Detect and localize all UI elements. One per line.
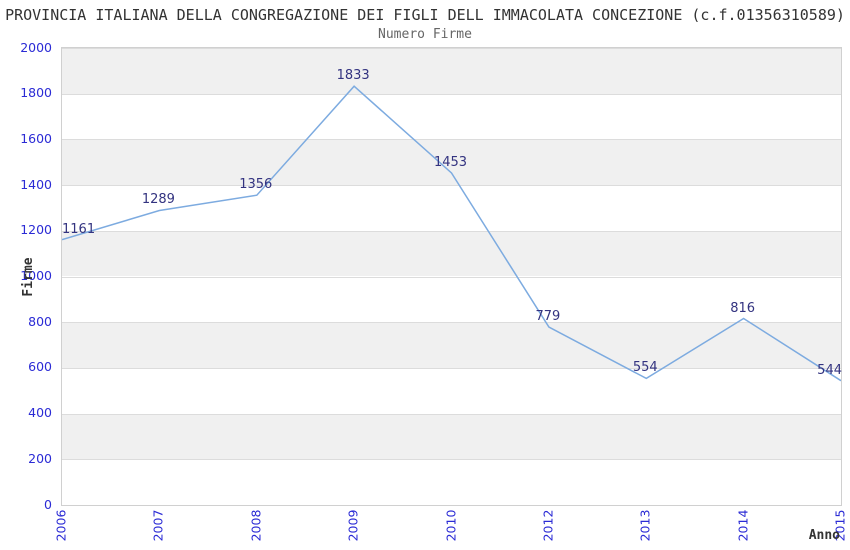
gridline bbox=[62, 367, 841, 369]
data-point-label: 544 bbox=[817, 362, 842, 378]
x-tick-label: 2009 bbox=[345, 509, 361, 542]
gridline bbox=[62, 322, 841, 324]
y-tick-label: 0 bbox=[44, 496, 52, 512]
plot-band bbox=[62, 276, 841, 323]
plot-band bbox=[62, 230, 841, 277]
gridline bbox=[62, 139, 841, 141]
y-axis-title: Firme bbox=[21, 257, 36, 297]
plot-band bbox=[62, 93, 841, 140]
y-tick-label: 200 bbox=[28, 450, 52, 466]
x-tick-label: 2007 bbox=[150, 509, 166, 542]
y-tick-label: 800 bbox=[28, 313, 52, 329]
y-tick-label: 600 bbox=[28, 359, 52, 375]
y-tick-label: 400 bbox=[28, 405, 52, 421]
data-point-label: 1356 bbox=[239, 177, 273, 193]
gridline bbox=[62, 276, 841, 278]
x-tick-label: 2008 bbox=[248, 509, 264, 542]
gridline bbox=[62, 185, 841, 187]
line-series bbox=[62, 85, 841, 382]
x-tick-label: 2013 bbox=[637, 509, 653, 542]
plot-area bbox=[61, 47, 842, 506]
y-tick-label: 1800 bbox=[20, 85, 52, 101]
plot-band bbox=[62, 367, 841, 414]
x-axis-title: Anno bbox=[808, 528, 840, 543]
y-tick-label: 1200 bbox=[20, 222, 52, 238]
plot-band bbox=[62, 185, 841, 231]
data-point-label: 779 bbox=[535, 308, 561, 324]
plot-band bbox=[62, 139, 841, 186]
gridline bbox=[62, 459, 841, 461]
plot-band bbox=[62, 48, 841, 94]
x-tick-label: 2012 bbox=[540, 509, 556, 542]
plot-band bbox=[62, 322, 841, 368]
data-point-label: 1161 bbox=[62, 221, 96, 237]
chart-subtitle: Numero Firme bbox=[378, 27, 472, 42]
data-point-label: 1453 bbox=[433, 154, 468, 170]
plot-band bbox=[62, 459, 841, 505]
y-tick-label: 2000 bbox=[20, 39, 52, 55]
x-tick-label: 2010 bbox=[443, 509, 458, 542]
gridline bbox=[62, 230, 841, 232]
y-tick-label: 1600 bbox=[20, 130, 52, 146]
x-tick-label: 2014 bbox=[735, 509, 751, 542]
data-point-label: 1289 bbox=[141, 192, 175, 208]
data-point-label: 554 bbox=[632, 360, 658, 376]
x-tick-label: 2006 bbox=[53, 509, 69, 542]
series-line bbox=[62, 85, 841, 382]
gridline bbox=[62, 48, 841, 49]
y-tick-label: 1400 bbox=[20, 176, 52, 192]
y-tick-label: 1000 bbox=[20, 268, 52, 283]
chart-title: PROVINCIA ITALIANA DELLA CONGREGAZIONE D… bbox=[5, 6, 845, 24]
data-point-label: 1833 bbox=[336, 68, 370, 84]
gridline bbox=[62, 413, 841, 415]
gridline bbox=[62, 93, 841, 95]
data-point-label: 816 bbox=[730, 300, 756, 316]
plot-band bbox=[62, 413, 841, 460]
